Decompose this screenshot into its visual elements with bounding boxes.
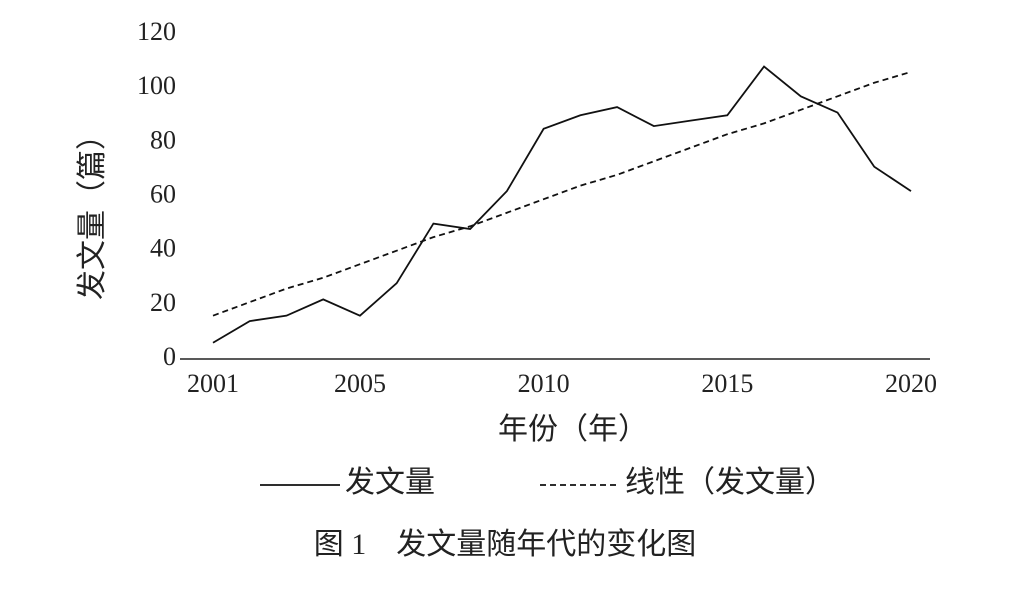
legend-label: 线性（发文量） [625, 466, 835, 499]
x-tick-label: 2010 [518, 369, 570, 398]
x-tick-label: 2001 [187, 369, 239, 398]
legend-label: 发文量 [345, 466, 435, 499]
x-axis-title: 年份（年） [498, 413, 648, 446]
y-tick-label: 120 [137, 17, 176, 46]
x-tick-label: 2020 [885, 369, 937, 398]
y-tick-label: 0 [163, 342, 176, 371]
y-tick-label: 20 [150, 288, 176, 317]
data-line [212, 65, 912, 344]
caption: 图 1 发文量随年代的变化图 [314, 528, 697, 561]
x-tick-label: 2015 [701, 369, 753, 398]
x-tick-label: 2005 [334, 369, 386, 398]
trend-line [212, 71, 912, 317]
y-tick-label: 60 [150, 179, 176, 208]
y-axis-title: 发文量（篇） [76, 120, 109, 300]
y-tick-label: 100 [137, 71, 176, 100]
y-tick-label: 40 [150, 234, 176, 263]
y-tick-label: 80 [150, 125, 176, 154]
